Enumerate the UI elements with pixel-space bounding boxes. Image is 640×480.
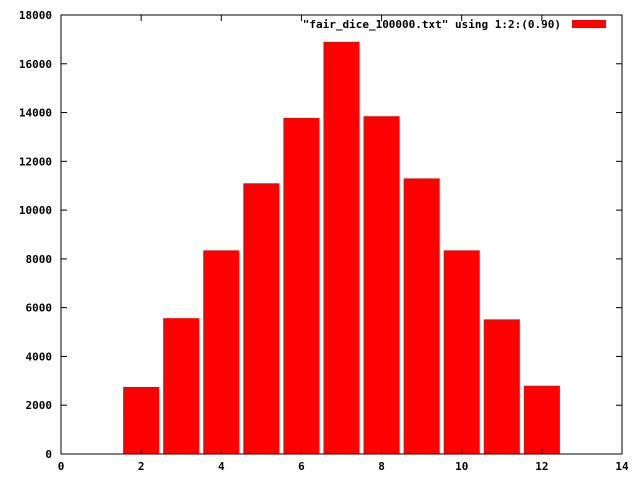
bar-11 <box>483 319 520 454</box>
x-tick-label-14: 14 <box>615 460 629 473</box>
x-tick-label-12: 12 <box>535 460 548 473</box>
bar-9 <box>403 178 440 454</box>
y-tick-label-16000: 16000 <box>19 58 52 71</box>
legend-label: "fair_dice_100000.txt" using 1:2:(0.90) <box>303 18 561 31</box>
x-tick-label-4: 4 <box>218 460 225 473</box>
x-tick-label-2: 2 <box>138 460 145 473</box>
y-tick-label-8000: 8000 <box>26 253 53 266</box>
plot-frame <box>60 14 623 455</box>
y-tick-label-4000: 4000 <box>26 350 53 363</box>
y-tick-label-12000: 12000 <box>19 155 52 168</box>
legend: "fair_dice_100000.txt" using 1:2:(0.90) <box>303 18 606 31</box>
y-tick-label-10000: 10000 <box>19 204 52 217</box>
bars-group <box>123 41 560 455</box>
y-tick-label-2000: 2000 <box>26 399 53 412</box>
bar-5 <box>243 183 280 455</box>
y-tick-label-18000: 18000 <box>19 9 52 22</box>
axes-group: 0 2 4 6 8 10 12 14 0 2000 4000 6000 8000 10000 12000 14… <box>19 9 629 473</box>
bar-8 <box>363 116 400 454</box>
bar-4 <box>203 250 240 454</box>
bar-2 <box>123 386 160 454</box>
x-tick-label-6: 6 <box>298 460 305 473</box>
bar-7 <box>323 41 360 454</box>
bar-6 <box>283 117 320 454</box>
legend-swatch <box>572 20 606 28</box>
bar-10 <box>443 250 480 454</box>
y-tick-label-6000: 6000 <box>26 302 53 315</box>
x-tick-label-8: 8 <box>378 460 385 473</box>
bar-3 <box>163 318 200 454</box>
x-tick-label-0: 0 <box>58 460 65 473</box>
y-tick-label-0: 0 <box>45 448 52 461</box>
bar-12 <box>523 385 560 454</box>
x-tick-label-10: 10 <box>455 460 468 473</box>
y-tick-label-14000: 14000 <box>19 107 52 120</box>
